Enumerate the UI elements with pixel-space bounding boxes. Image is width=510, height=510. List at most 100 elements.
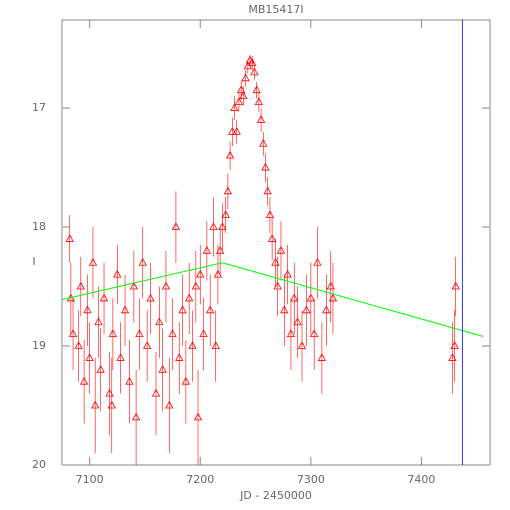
data-point: [146, 293, 155, 302]
data-point: [116, 353, 125, 361]
data-point: [91, 400, 100, 409]
data-point: [129, 281, 139, 290]
data-point: [326, 281, 335, 290]
data-point: [74, 341, 83, 349]
data-point: [317, 353, 327, 361]
data-point: [313, 257, 322, 266]
data-point: [211, 341, 220, 349]
plot-frame: [61, 19, 491, 466]
y-axis-label: I: [32, 255, 35, 268]
data-point: [138, 257, 147, 266]
data-point: [241, 73, 250, 82]
data-point: [125, 376, 134, 385]
data-point: [168, 329, 177, 338]
data-point: [171, 222, 181, 230]
data-point: [105, 388, 114, 397]
data-point: [259, 138, 268, 147]
data-point: [252, 85, 261, 94]
data-point: [120, 305, 130, 314]
data-point: [76, 281, 85, 290]
x-tick-label: 7100: [76, 473, 104, 486]
x-tick-label: 7400: [407, 473, 435, 486]
data-point: [209, 222, 218, 230]
data-point: [99, 293, 109, 302]
x-tick-label: 7200: [186, 473, 214, 486]
data-point: [286, 329, 296, 338]
data-point: [142, 341, 152, 349]
data-point: [155, 317, 164, 326]
data-point: [158, 364, 167, 373]
data-point: [113, 269, 122, 278]
data-point: [68, 329, 78, 338]
y-tick-label: 17: [32, 101, 46, 114]
data-point: [280, 305, 289, 314]
data-point: [271, 257, 280, 266]
data-point: [228, 127, 237, 135]
data-point: [248, 57, 257, 66]
data-point: [107, 400, 116, 409]
data-point: [293, 317, 302, 326]
data-point: [161, 281, 171, 290]
data-point: [202, 245, 212, 254]
data-point: [175, 353, 184, 361]
data-point: [239, 91, 248, 100]
data-point: [236, 85, 246, 94]
data-point: [206, 305, 215, 314]
data-point: [188, 341, 197, 349]
data-point: [276, 245, 286, 254]
data-point: [232, 127, 241, 135]
data-point: [297, 341, 307, 349]
data-point: [273, 281, 282, 290]
data-point: [218, 222, 227, 230]
data-point: [267, 234, 277, 242]
data-point: [108, 329, 118, 338]
data-point: [309, 329, 319, 338]
data-point: [83, 305, 92, 314]
data-point: [221, 210, 230, 219]
data-point: [178, 305, 187, 314]
data-point: [265, 210, 275, 219]
data-point: [450, 341, 459, 349]
data-point: [185, 293, 194, 302]
data-point: [85, 353, 94, 361]
data-point: [448, 353, 457, 361]
y-tick-label: 20: [32, 458, 46, 471]
data-point: [199, 329, 208, 338]
y-tick-label: 19: [32, 339, 46, 352]
data-point: [131, 412, 141, 421]
data-point: [213, 269, 223, 278]
data-point: [225, 150, 235, 159]
data-point: [94, 317, 103, 326]
x-tick-label: 7300: [297, 473, 325, 486]
data-point: [181, 376, 191, 385]
data-point: [165, 400, 174, 409]
data-point: [302, 305, 311, 314]
data-point: [96, 364, 105, 373]
data-point: [223, 186, 233, 195]
x-axis-label: JD - 2450000: [239, 489, 312, 502]
data-point: [290, 293, 299, 302]
data-point: [135, 329, 144, 338]
data-point: [234, 97, 244, 105]
data-point: [230, 103, 239, 111]
data-point: [283, 269, 292, 278]
data-point: [215, 245, 225, 254]
data-point: [151, 388, 161, 397]
chart-title: MB15417I: [248, 3, 303, 16]
data-point: [306, 293, 316, 302]
data-point: [250, 67, 259, 76]
data-point: [191, 281, 200, 290]
data-point: [451, 281, 460, 290]
data-point: [328, 293, 338, 302]
data-point: [254, 97, 264, 105]
data-point: [193, 412, 203, 421]
data-point: [88, 257, 98, 266]
fit-line: [61, 262, 484, 337]
data-point: [65, 234, 74, 242]
data-point: [79, 376, 89, 385]
y-tick-label: 18: [32, 220, 46, 233]
data-point: [322, 305, 331, 314]
data-point: [256, 115, 266, 123]
data-point: [196, 269, 205, 278]
